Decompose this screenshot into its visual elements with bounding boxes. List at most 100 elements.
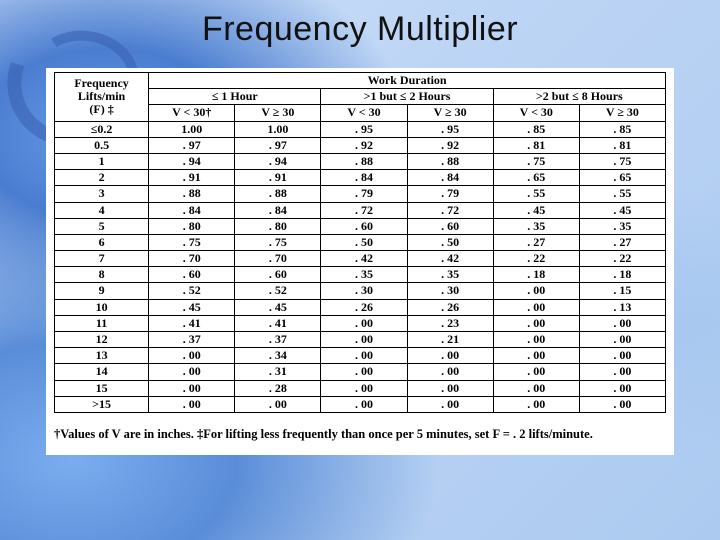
value-cell: . 00: [321, 380, 407, 396]
value-cell: . 88: [321, 153, 407, 169]
value-cell: . 88: [407, 153, 493, 169]
value-cell: . 75: [235, 234, 321, 250]
value-cell: . 37: [235, 332, 321, 348]
frequency-cell: 7: [55, 251, 149, 267]
value-cell: . 13: [579, 299, 665, 315]
table-row: 3. 88. 88. 79. 79. 55. 55: [55, 186, 666, 202]
frequency-cell: 12: [55, 332, 149, 348]
value-cell: . 00: [407, 348, 493, 364]
value-cell: . 88: [149, 186, 235, 202]
value-cell: . 70: [149, 251, 235, 267]
value-cell: . 35: [407, 267, 493, 283]
value-cell: . 26: [321, 299, 407, 315]
table-row: 14. 00. 31. 00. 00. 00. 00: [55, 364, 666, 380]
value-cell: . 00: [407, 380, 493, 396]
value-cell: . 00: [321, 364, 407, 380]
value-cell: . 15: [579, 283, 665, 299]
value-cell: . 81: [579, 137, 665, 153]
value-cell: . 22: [493, 251, 579, 267]
value-cell: . 85: [493, 121, 579, 137]
value-cell: . 00: [579, 396, 665, 412]
table-row: 8. 60. 60. 35. 35. 18. 18: [55, 267, 666, 283]
frequency-cell: >15: [55, 396, 149, 412]
value-cell: . 85: [579, 121, 665, 137]
page-title: Frequency Multiplier: [0, 10, 720, 49]
value-cell: . 18: [579, 267, 665, 283]
value-cell: . 60: [149, 267, 235, 283]
value-cell: . 30: [321, 283, 407, 299]
value-cell: . 52: [149, 283, 235, 299]
duration-header: >1 but ≤ 2 Hours: [321, 89, 493, 105]
value-cell: . 00: [407, 396, 493, 412]
value-cell: . 30: [407, 283, 493, 299]
value-cell: . 26: [407, 299, 493, 315]
v-subheader: V < 30: [493, 105, 579, 121]
v-subheader: V ≥ 30: [235, 105, 321, 121]
value-cell: . 00: [493, 315, 579, 331]
value-cell: . 79: [407, 186, 493, 202]
value-cell: . 00: [493, 364, 579, 380]
value-cell: . 41: [149, 315, 235, 331]
value-cell: . 65: [579, 170, 665, 186]
corner-line2: Lifts/min: [78, 89, 125, 103]
value-cell: . 72: [407, 202, 493, 218]
frequency-cell: 10: [55, 299, 149, 315]
table-row: >15. 00. 00. 00. 00. 00. 00: [55, 396, 666, 412]
value-cell: . 35: [493, 218, 579, 234]
value-cell: . 45: [579, 202, 665, 218]
table-row: 12. 37. 37. 00. 21. 00. 00: [55, 332, 666, 348]
value-cell: . 94: [235, 153, 321, 169]
value-cell: . 45: [149, 299, 235, 315]
value-cell: . 45: [235, 299, 321, 315]
value-cell: . 81: [493, 137, 579, 153]
value-cell: . 00: [493, 396, 579, 412]
value-cell: . 84: [407, 170, 493, 186]
value-cell: . 91: [235, 170, 321, 186]
value-cell: . 00: [579, 315, 665, 331]
top-header: Work Duration: [149, 73, 666, 89]
value-cell: . 00: [493, 283, 579, 299]
value-cell: . 00: [149, 348, 235, 364]
value-cell: . 60: [407, 218, 493, 234]
frequency-multiplier-table: Frequency Lifts/min (F) ‡ Work Duration …: [54, 72, 666, 413]
value-cell: . 80: [235, 218, 321, 234]
table-row: 13. 00. 34. 00. 00. 00. 00: [55, 348, 666, 364]
value-cell: . 84: [235, 202, 321, 218]
value-cell: . 55: [579, 186, 665, 202]
value-cell: . 80: [149, 218, 235, 234]
frequency-cell: 13: [55, 348, 149, 364]
value-cell: . 92: [321, 137, 407, 153]
frequency-cell: 6: [55, 234, 149, 250]
value-cell: . 00: [321, 315, 407, 331]
value-cell: . 00: [493, 348, 579, 364]
value-cell: . 72: [321, 202, 407, 218]
value-cell: . 00: [579, 364, 665, 380]
v-subheader: V ≥ 30: [579, 105, 665, 121]
value-cell: . 79: [321, 186, 407, 202]
v-subheader: V < 30†: [149, 105, 235, 121]
value-cell: . 35: [321, 267, 407, 283]
frequency-cell: 9: [55, 283, 149, 299]
value-cell: . 21: [407, 332, 493, 348]
table-row: 9. 52. 52. 30. 30. 00. 15: [55, 283, 666, 299]
frequency-cell: 8: [55, 267, 149, 283]
value-cell: . 84: [321, 170, 407, 186]
value-cell: . 97: [235, 137, 321, 153]
value-cell: . 00: [493, 299, 579, 315]
table-row: ≤0.21.001.00. 95. 95. 85. 85: [55, 121, 666, 137]
value-cell: . 00: [321, 332, 407, 348]
table-row: 15. 00. 28. 00. 00. 00. 00: [55, 380, 666, 396]
value-cell: . 94: [149, 153, 235, 169]
value-cell: . 70: [235, 251, 321, 267]
corner-line1: Frequency: [74, 76, 128, 90]
frequency-cell: 5: [55, 218, 149, 234]
value-cell: . 52: [235, 283, 321, 299]
footnote: †Values of V are in inches. ‡For lifting…: [54, 427, 666, 443]
value-cell: . 55: [493, 186, 579, 202]
value-cell: . 00: [493, 380, 579, 396]
value-cell: . 75: [579, 153, 665, 169]
frequency-cell: 15: [55, 380, 149, 396]
value-cell: . 88: [235, 186, 321, 202]
value-cell: . 75: [149, 234, 235, 250]
table-row: 7. 70. 70. 42. 42. 22. 22: [55, 251, 666, 267]
